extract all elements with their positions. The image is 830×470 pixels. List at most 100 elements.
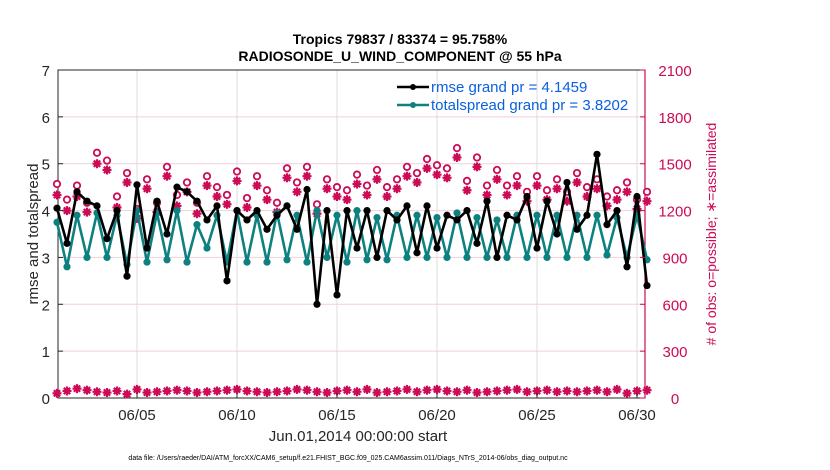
legend-spread-marker (410, 102, 416, 108)
assimilated-obs-point (412, 387, 422, 397)
rmse-point (603, 221, 611, 229)
assimilated-obs-point (222, 199, 232, 209)
rmse-point (163, 230, 171, 238)
assimilated-obs-point (612, 195, 622, 205)
totalspread-point (53, 218, 61, 226)
possible-obs-point (422, 154, 432, 164)
y2-tick-label: 1200 (658, 204, 691, 221)
rmse-point (343, 206, 351, 215)
assimilated-obs-point (382, 192, 392, 202)
assimilated-star-stroke (103, 166, 111, 174)
rmse-point (173, 183, 181, 191)
rmse-point (383, 206, 391, 215)
possible-obs-point (572, 168, 582, 178)
y2-tick-label: 900 (662, 250, 687, 267)
assimilated-star-stroke (513, 385, 521, 394)
assimilated-star-stroke (133, 385, 141, 394)
assimilated-star-stroke (433, 385, 441, 394)
assimilated-star-stroke (113, 387, 121, 395)
totalspread-point (463, 253, 471, 262)
assimilated-obs-point (252, 181, 262, 191)
rmse-point (123, 272, 131, 280)
assimilated-star-stroke (463, 386, 471, 395)
assimilated-obs-point (562, 386, 572, 396)
totalspread-point (403, 253, 411, 262)
rmse-point (393, 216, 401, 224)
assimilated-star-stroke (203, 181, 211, 190)
assimilated-obs-point (542, 385, 552, 395)
assimilated-obs-point (452, 152, 462, 162)
legend-spread-label: totalspread grand pr = 3.8202 (431, 97, 628, 114)
assimilated-star-stroke (373, 175, 381, 184)
assimilated-obs-point (422, 163, 432, 173)
rmse-point (103, 235, 111, 243)
rmse-point (223, 277, 231, 285)
possible-obs-point (262, 186, 272, 195)
totalspread-point (453, 209, 461, 217)
totalspread-point (523, 253, 531, 262)
rmse-point (263, 225, 271, 233)
assimilated-obs-point (232, 176, 242, 186)
series-layer (52, 143, 652, 399)
assimilated-star-stroke (273, 387, 281, 396)
y2-tick-label: 0 (671, 391, 679, 408)
assimilated-star-stroke (483, 191, 491, 199)
assimilated-obs-point (442, 173, 452, 183)
rmse-point (213, 202, 221, 210)
rmse-point (253, 206, 261, 215)
assimilated-obs-point (622, 187, 632, 197)
rmse-point (53, 204, 61, 212)
assimilated-obs-point (582, 386, 592, 396)
y-tick-label: 5 (42, 157, 50, 174)
assimilated-star-stroke (53, 389, 61, 398)
assimilated-star-stroke (583, 192, 591, 201)
assimilated-obs-point (212, 192, 222, 202)
rmse-point (283, 202, 291, 210)
rmse-point (233, 206, 241, 215)
series-rmse (53, 150, 651, 308)
rmse-point (433, 244, 441, 252)
rmse-point (503, 211, 511, 219)
totalspread-point (263, 258, 271, 266)
rmse-point (133, 181, 141, 189)
possible-obs-point (532, 172, 542, 181)
series-possible-low (52, 384, 652, 399)
assimilated-obs-point (552, 387, 562, 397)
y2-ticks: 0 300 600 900 1200 1500 1800 2100 (640, 63, 692, 408)
assimilated-star-stroke (163, 172, 171, 181)
assimilated-star-stroke (573, 387, 581, 396)
y2-tick-label: 1800 (658, 110, 691, 127)
totalspread-point (423, 253, 431, 262)
y-ticks: 0 1 2 3 4 5 6 7 (42, 63, 63, 408)
rmse-point (613, 206, 621, 215)
possible-obs-point (322, 175, 332, 184)
assimilated-star-stroke (473, 388, 481, 397)
possible-obs-point (582, 183, 592, 192)
rmse-point (303, 185, 311, 194)
possible-obs-point (292, 178, 302, 187)
assimilated-star-stroke (423, 164, 431, 173)
assimilated-star-stroke (303, 386, 311, 395)
assimilated-star-stroke (63, 387, 71, 395)
assimilated-star-stroke (393, 184, 401, 193)
totalspread-point (353, 206, 361, 215)
x-tick-label: 06/30 (618, 407, 656, 424)
x-tick-label: 06/05 (118, 407, 156, 424)
possible-obs-point (282, 164, 292, 173)
assimilated-obs-point (482, 387, 492, 397)
assimilated-star-stroke (393, 387, 401, 395)
assimilated-obs-point (432, 384, 442, 394)
assimilated-star-stroke (593, 184, 601, 193)
assimilated-star-stroke (293, 187, 301, 196)
rmse-point (463, 206, 471, 215)
assimilated-obs-point (282, 173, 292, 183)
assimilated-obs-point (472, 162, 482, 172)
assimilated-star-stroke (323, 388, 331, 397)
assimilated-obs-point (62, 206, 72, 216)
assimilated-star-stroke (353, 387, 361, 396)
assimilated-obs-point (502, 385, 512, 395)
assimilated-star-stroke (93, 159, 101, 168)
rmse-point (513, 216, 521, 224)
rmse-point (543, 197, 551, 205)
assimilated-star-stroke (243, 387, 251, 395)
